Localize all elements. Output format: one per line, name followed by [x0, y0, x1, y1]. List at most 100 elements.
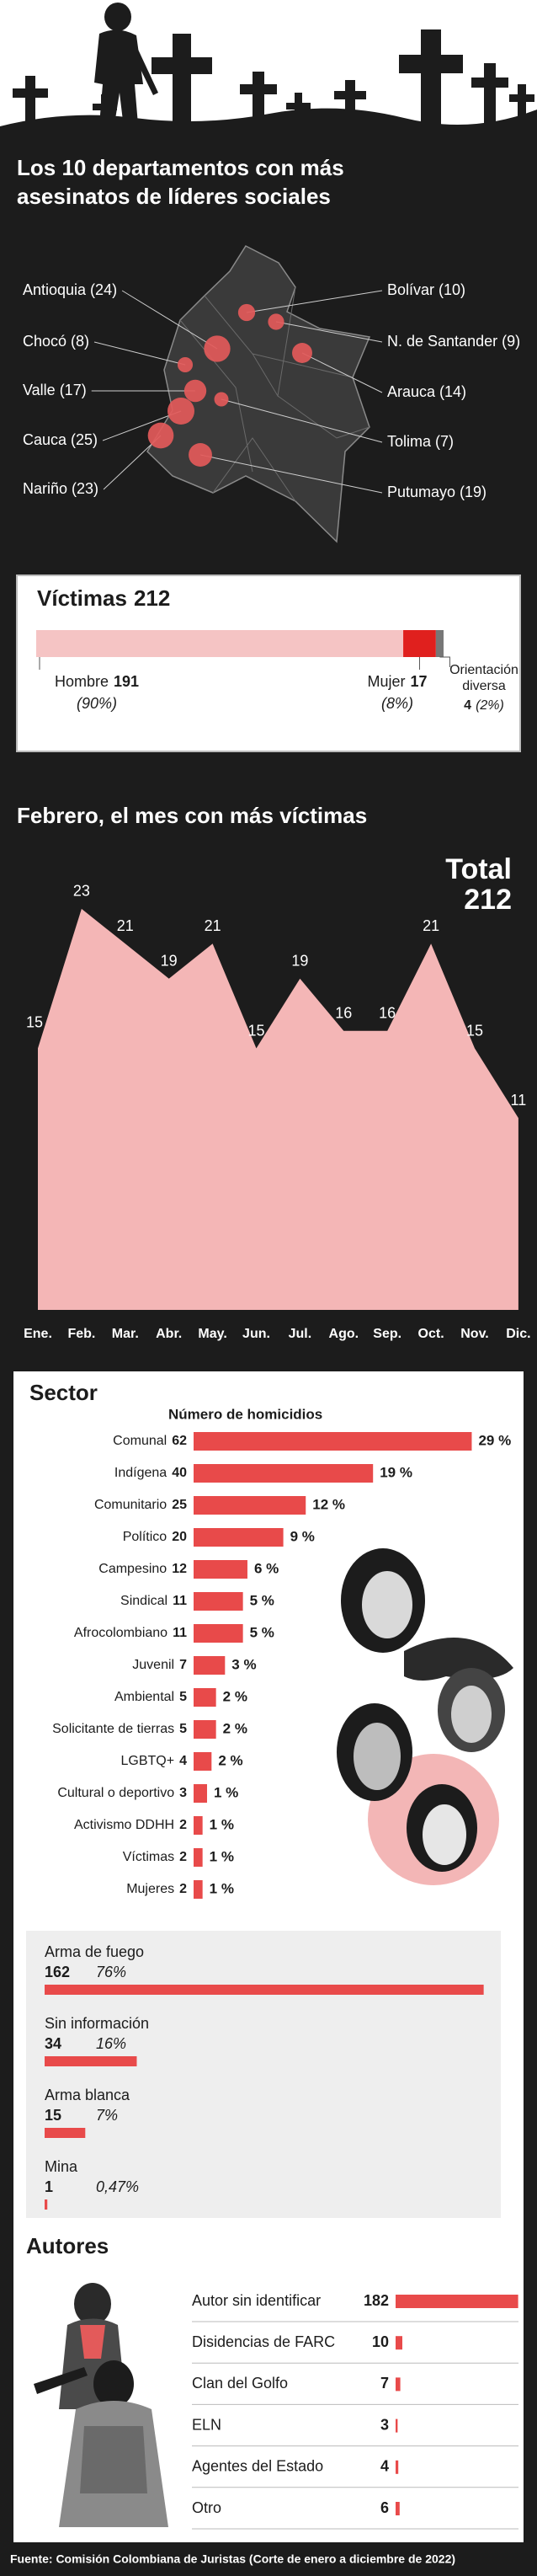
chart-title: Febrero, el mes con más víctimas — [17, 803, 367, 828]
x-tick-label: Abr. — [156, 1327, 182, 1341]
segment-percent: (8%) — [381, 695, 413, 712]
percent-label: 6 % — [254, 1560, 279, 1576]
category-label: Comunal 62 — [113, 1434, 187, 1448]
value-label: 15 — [26, 1013, 43, 1030]
soldier-illustration — [34, 2283, 168, 2527]
region-bubble — [268, 313, 284, 330]
bar — [194, 1624, 243, 1643]
bar — [396, 2502, 400, 2515]
category-name: Sin información — [45, 2015, 149, 2032]
value-label: 21 — [205, 917, 221, 934]
category-name: Ambiental — [114, 1690, 174, 1704]
value-label: 16 — [379, 1005, 396, 1022]
category-value: 6 — [380, 2499, 389, 2516]
category-value: 2 — [179, 1882, 187, 1896]
region-label: Chocó (8) — [23, 333, 89, 350]
segment-value: 191 — [114, 673, 139, 690]
bar — [194, 1816, 203, 1835]
category-name: Disidencias de FARC — [192, 2333, 335, 2350]
segment-label: Hombre 191 — [55, 673, 139, 690]
category-label: Cultural o deportivo 3 — [57, 1786, 187, 1800]
footer-bar — [0, 2542, 537, 2576]
region-label: N. de Santander (9) — [387, 333, 520, 350]
category-value: 7 — [179, 1658, 187, 1672]
region-label: Arauca (14) — [387, 383, 466, 400]
leader-line — [93, 341, 186, 366]
leader-line — [246, 290, 383, 313]
category-name: Cultural o deportivo — [57, 1786, 174, 1800]
region-bubble — [214, 392, 229, 407]
percent-label: 5 % — [250, 1624, 274, 1640]
victims-segment — [36, 630, 404, 657]
value-label: 15 — [247, 1022, 264, 1039]
section-subtitle: Número de homicidios — [168, 1406, 322, 1422]
box-total: 212 — [134, 585, 170, 611]
victims-segment — [435, 630, 444, 657]
x-tick-label: Jun. — [242, 1327, 270, 1341]
category-label: Activismo DDHH 2 — [74, 1818, 187, 1832]
weapons-box — [26, 1931, 501, 2218]
category-name: Comunal — [113, 1434, 167, 1448]
category-name: Mina — [45, 2158, 78, 2175]
percent-label: 5 % — [250, 1592, 274, 1608]
bar — [194, 1464, 374, 1483]
category-name: Campesino — [98, 1562, 167, 1576]
category-name: Arma blanca — [45, 2087, 130, 2103]
category-label: Ambiental 5 — [114, 1690, 187, 1704]
category-label: LGBTQ+ 4 — [121, 1754, 188, 1768]
x-tick-label: Sep. — [373, 1327, 401, 1341]
category-label: Solicitante de tierras 5 — [52, 1722, 187, 1736]
category-name: Otro — [192, 2499, 221, 2516]
category-name: Sindical — [120, 1594, 167, 1608]
category-value: 5 — [179, 1722, 187, 1736]
leader-line — [301, 352, 383, 393]
category-name: Agentes del Estado — [192, 2458, 323, 2475]
x-tick-label: Feb. — [67, 1327, 95, 1341]
x-tick-label: Dic. — [506, 1327, 530, 1341]
segment-name: Hombre — [55, 673, 109, 690]
category-label: Sindical 11 — [120, 1594, 187, 1608]
category-name: Víctimas — [123, 1850, 174, 1864]
category-value: 3 — [380, 2416, 389, 2433]
region-bubble — [237, 303, 256, 322]
category-value: 4 — [380, 2458, 389, 2475]
segment-value: 17 — [410, 673, 427, 690]
box-title: Víctimas — [37, 585, 127, 611]
region-label: Bolívar (10) — [387, 281, 465, 298]
leader-line — [275, 321, 383, 343]
category-value: 2 — [179, 1818, 187, 1832]
bar — [194, 1432, 472, 1451]
segment-label: 4 (2%) — [464, 698, 504, 713]
bar — [45, 2056, 137, 2066]
bar — [194, 1848, 203, 1867]
bar — [194, 1528, 284, 1547]
category-name: Solicitante de tierras — [52, 1722, 174, 1736]
category-label: Juvenil 7 — [132, 1658, 187, 1672]
area — [38, 908, 518, 1310]
category-value: 25 — [172, 1498, 187, 1512]
region-label: Nariño (23) — [23, 480, 98, 497]
bar — [194, 1560, 247, 1579]
percent-label: 0,47% — [96, 2178, 139, 2195]
percent-label: 2 % — [223, 1720, 247, 1736]
category-value: 12 — [172, 1562, 187, 1576]
category-name: ELN — [192, 2416, 221, 2433]
section-title: Sector — [29, 1380, 98, 1405]
value-label: 21 — [423, 917, 439, 934]
faces-illustration — [337, 1548, 513, 1885]
bar — [396, 2295, 518, 2308]
percent-label: 76% — [96, 1964, 126, 1980]
leader-line — [102, 410, 182, 441]
category-value: 5 — [179, 1690, 187, 1704]
bar — [194, 1880, 203, 1899]
bar — [194, 1656, 226, 1675]
value-label: 16 — [335, 1005, 352, 1022]
bar — [45, 2199, 48, 2210]
bar — [194, 1784, 207, 1803]
bar — [194, 1720, 216, 1739]
segment-percent: (2%) — [476, 698, 504, 713]
percent-label: 16% — [96, 2035, 126, 2052]
percent-label: 19 % — [380, 1464, 412, 1480]
